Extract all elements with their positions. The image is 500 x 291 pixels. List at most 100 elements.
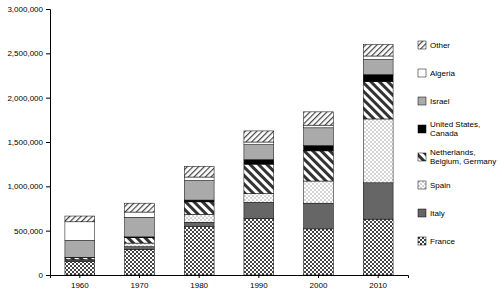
bar-segment xyxy=(184,202,214,214)
bar-segment xyxy=(125,249,155,275)
legend-label: Israel xyxy=(430,97,450,106)
legend-label: Algeria xyxy=(430,69,455,78)
x-tick-label: 1970 xyxy=(131,281,149,290)
bar-segment xyxy=(244,202,274,218)
series-bars xyxy=(65,44,393,221)
y-tick-label: 1,000,000 xyxy=(7,182,43,191)
x-tick: 2000 xyxy=(310,275,328,290)
y-tick-mark xyxy=(46,186,50,187)
bar-segment xyxy=(65,262,95,275)
x-tick: 1970 xyxy=(131,275,149,290)
bar-segment xyxy=(125,247,155,250)
bar-segment xyxy=(65,258,95,260)
y-tick-label: 2,500,000 xyxy=(7,49,43,58)
bar-segment xyxy=(184,166,214,177)
y-tick-mark xyxy=(46,231,50,232)
bar-segment xyxy=(363,119,393,183)
bar-segment xyxy=(363,82,393,119)
bar-segment xyxy=(363,183,393,219)
bar-segment xyxy=(363,60,393,75)
legend-swatch xyxy=(418,97,426,105)
legend-item: United States,Canada xyxy=(418,120,480,138)
y-tick-mark xyxy=(46,98,50,99)
legend-swatch xyxy=(418,41,426,49)
x-tick-mark xyxy=(258,275,259,278)
x-tick-label: 1980 xyxy=(190,281,208,290)
legend-item: Algeria xyxy=(418,69,455,78)
y-tick: 1,500,000 xyxy=(7,138,50,147)
bar-segment xyxy=(363,75,393,82)
x-tick-label: 2000 xyxy=(310,281,328,290)
bar-segment xyxy=(304,146,334,151)
bar-segment xyxy=(244,160,274,164)
bar-segment xyxy=(125,238,155,243)
series-bars xyxy=(65,60,393,258)
y-tick: 2,500,000 xyxy=(7,49,50,58)
bar-segment xyxy=(244,193,274,202)
y-tick-label: 0 xyxy=(39,271,44,280)
legend-item: Israel xyxy=(418,97,450,106)
chart: 0 500,000 1,000,000 1,500,000 2,000,000 2,500… xyxy=(0,0,500,291)
y-tick-label: 500,000 xyxy=(14,227,43,236)
x-tick-mark xyxy=(378,275,379,278)
bar-segment xyxy=(244,145,274,160)
x-tick-mark xyxy=(199,275,200,278)
series-bars xyxy=(65,82,393,260)
bar-segment xyxy=(184,227,214,275)
legend-label: Netherlands,Belgium, Germany xyxy=(430,148,496,166)
bar-segment xyxy=(304,229,334,275)
bar-segment xyxy=(65,222,95,241)
legend-swatch xyxy=(418,181,426,189)
bar-segment xyxy=(244,131,274,142)
x-axis-line xyxy=(51,276,409,279)
x-tick-mark xyxy=(318,275,319,278)
legend-swatch xyxy=(418,125,426,133)
y-tick: 0 xyxy=(39,271,50,280)
bar-segment xyxy=(184,214,214,222)
y-tick-mark xyxy=(46,9,50,10)
bar-segment xyxy=(125,212,155,217)
bar-segment xyxy=(304,203,334,229)
legend-label: United States,Canada xyxy=(430,120,480,138)
x-tick: 2010 xyxy=(369,275,387,290)
bar-segment xyxy=(184,181,214,201)
bar-segment xyxy=(184,177,214,181)
bar-segment xyxy=(304,112,334,125)
legend-swatch xyxy=(418,209,426,217)
legend-label: Italy xyxy=(430,209,445,218)
bar-segment xyxy=(304,125,334,128)
bar-segment xyxy=(184,200,214,202)
y-axis-line xyxy=(46,10,51,276)
y-tick-label: 3,000,000 xyxy=(7,5,43,14)
bar-segment xyxy=(244,164,274,193)
bar-segment xyxy=(65,216,95,222)
legend-item: Spain xyxy=(418,181,450,190)
bar-segment xyxy=(65,260,95,261)
x-tick: 1960 xyxy=(71,275,89,290)
bar-segment xyxy=(363,219,393,275)
legend-label: France xyxy=(430,237,455,246)
plot: 0 500,000 1,000,000 1,500,000 2,000,000 2,500… xyxy=(7,5,408,290)
y-tick-mark xyxy=(46,275,50,276)
y-tick: 1,000,000 xyxy=(7,182,50,191)
bars xyxy=(65,44,393,275)
series-bars xyxy=(65,119,393,260)
bar-segment xyxy=(244,142,274,145)
legend-item: Other xyxy=(418,41,450,50)
y-tick-mark xyxy=(46,142,50,143)
bar-segment xyxy=(304,151,334,181)
series-bars xyxy=(65,75,393,258)
bar-segment xyxy=(363,56,393,60)
bar-segment xyxy=(125,243,155,247)
y-tick: 2,000,000 xyxy=(7,94,50,103)
y-tick-label: 1,500,000 xyxy=(7,138,43,147)
legend-label: Other xyxy=(430,41,450,50)
bar-segment xyxy=(184,222,214,226)
y-tick: 500,000 xyxy=(14,227,50,236)
x-tick-label: 2010 xyxy=(369,281,387,290)
bar-segment xyxy=(363,44,393,56)
x-tick-mark xyxy=(79,275,80,278)
y-tick: 3,000,000 xyxy=(7,5,50,14)
legend-item: France xyxy=(418,237,455,246)
x-tick-label: 1960 xyxy=(71,281,89,290)
